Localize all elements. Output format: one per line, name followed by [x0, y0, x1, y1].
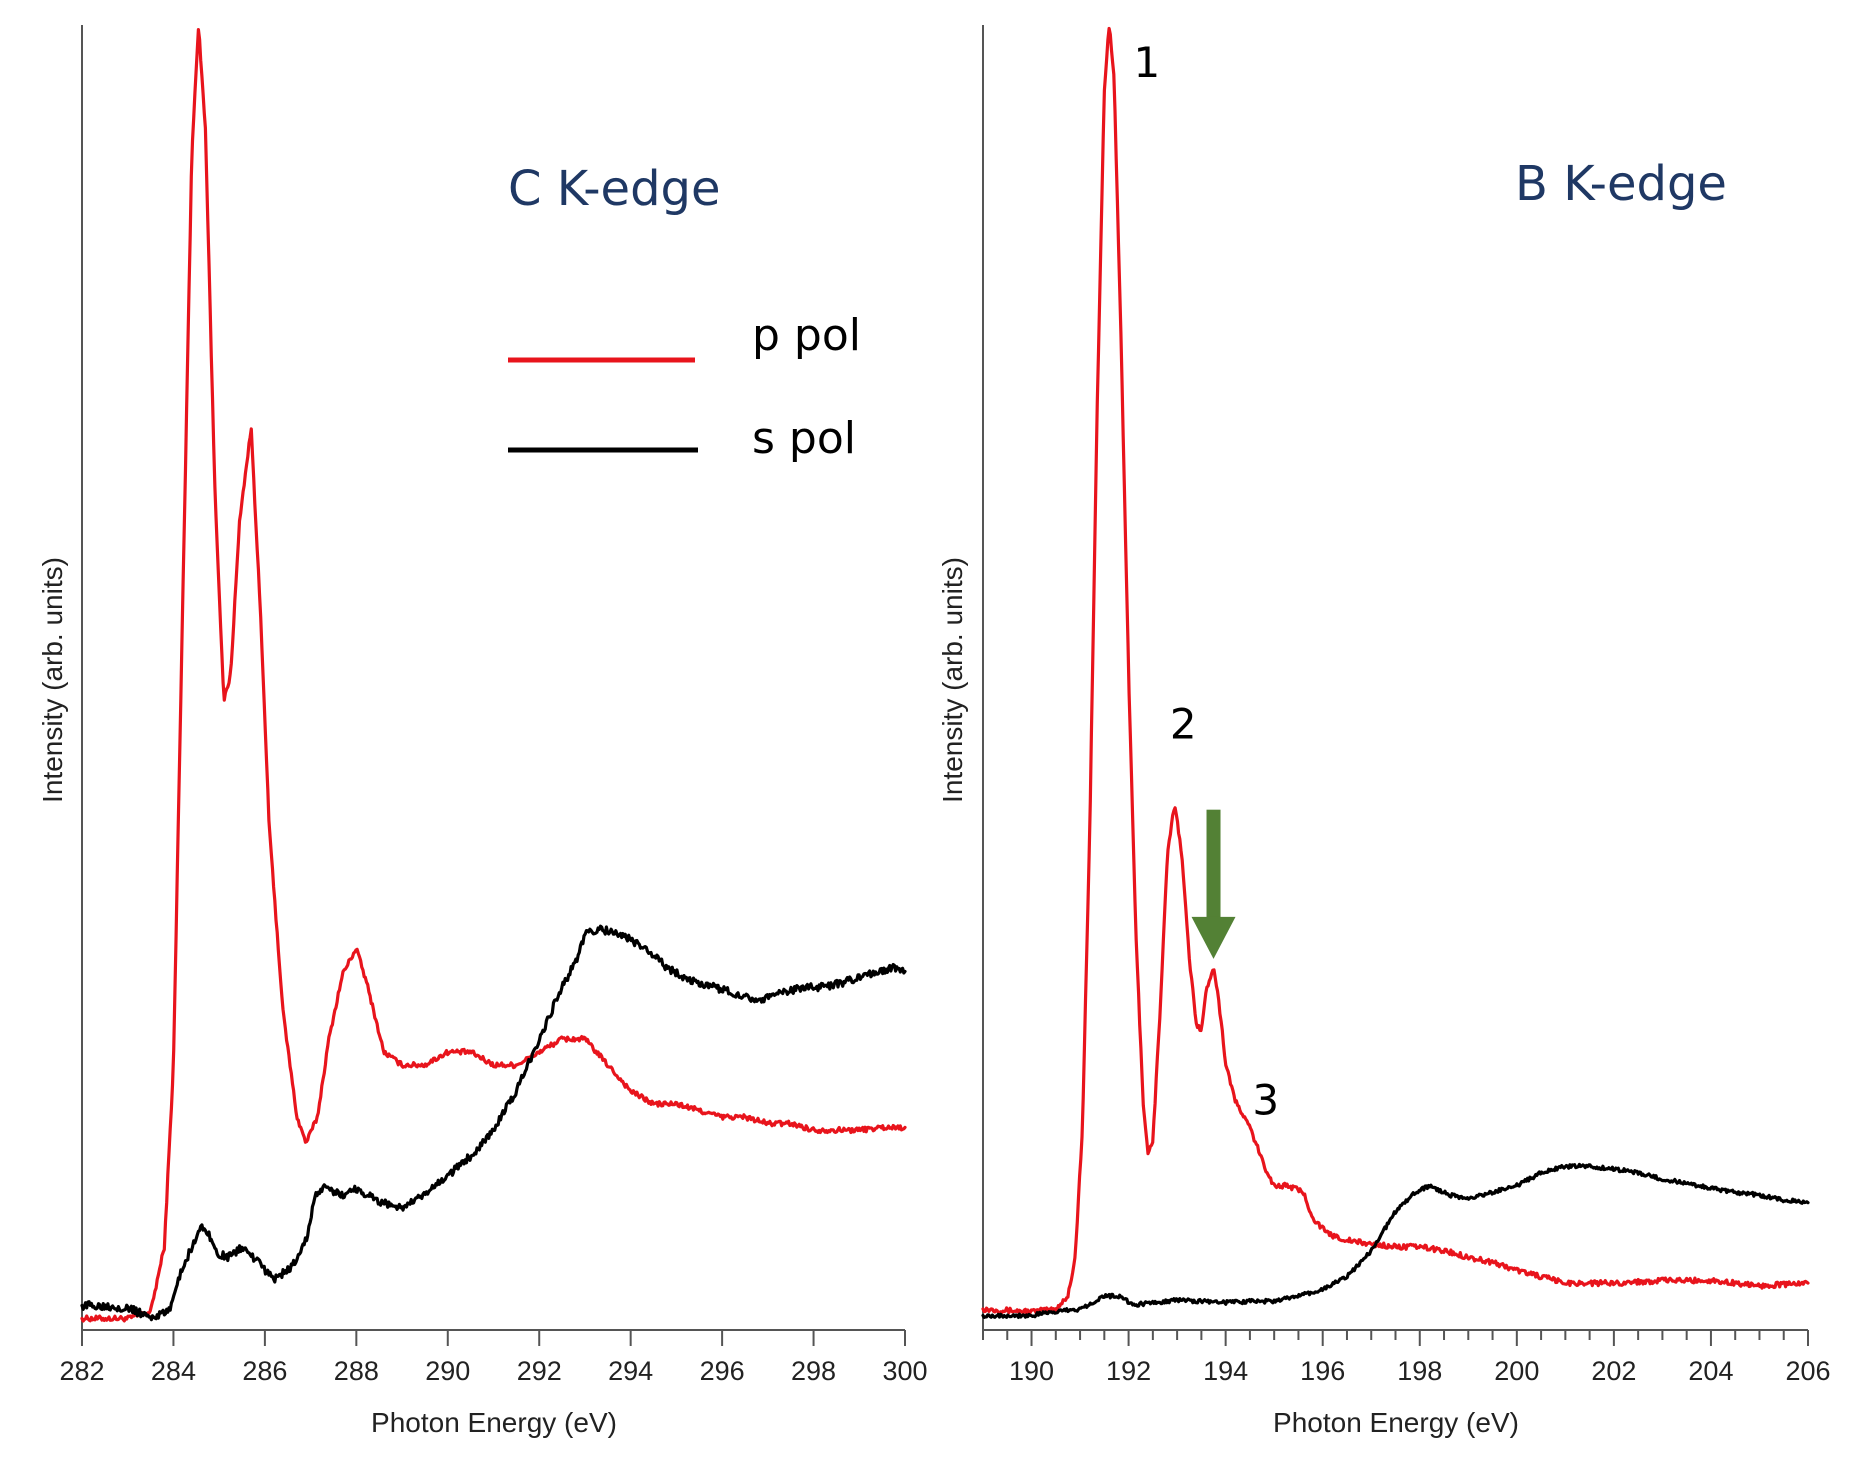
b-x-tick-labels: 190 192 194 196 198 200 202 204 206	[1009, 1356, 1831, 1386]
c-tick-label: 288	[334, 1356, 379, 1386]
c-tick-label: 282	[59, 1356, 104, 1386]
green-arrow-icon	[1191, 809, 1236, 959]
c-tick-label: 294	[608, 1356, 653, 1386]
b-peak-annotations: 1 2 3	[1133, 38, 1279, 1125]
b-tick-label: 196	[1300, 1356, 1345, 1386]
c-tick-label: 284	[151, 1356, 196, 1386]
c-x-axis-label: Photon Energy (eV)	[371, 1407, 617, 1438]
c-curves	[80, 28, 907, 1323]
peak-label-2: 2	[1170, 699, 1197, 748]
c-tick-label: 300	[882, 1356, 927, 1386]
c-tick-label: 298	[791, 1356, 836, 1386]
peak-label-1: 1	[1133, 38, 1160, 87]
b-curves	[981, 26, 1810, 1319]
b-tick-label: 190	[1009, 1356, 1054, 1386]
legend-label-s-pol: s pol	[752, 413, 856, 464]
peak-label-3: 3	[1252, 1075, 1279, 1124]
b-tick-label: 194	[1203, 1356, 1248, 1386]
c-tick-label: 286	[242, 1356, 287, 1386]
c-series-p-pol	[80, 28, 907, 1323]
b-x-axis-label: Photon Energy (eV)	[1273, 1407, 1519, 1438]
c-k-edge-panel: 282 284 286 288 290 292 294 296 298 300 Photon En…	[37, 25, 928, 1438]
b-panel-title: B K-edge	[1515, 156, 1727, 212]
b-tick-label: 198	[1397, 1356, 1442, 1386]
b-tick-label: 200	[1494, 1356, 1539, 1386]
legend: p pol s pol	[508, 310, 861, 464]
b-tick-label: 206	[1785, 1356, 1830, 1386]
c-y-axis-label: Intensity (arb. units)	[37, 557, 68, 803]
arrow-shaft	[1206, 809, 1221, 919]
arrow-head	[1191, 916, 1236, 959]
c-x-ticks	[81, 1330, 906, 1346]
c-panel-title: C K-edge	[508, 161, 721, 217]
b-tick-label: 204	[1688, 1356, 1733, 1386]
c-tick-label: 292	[517, 1356, 562, 1386]
b-y-axis-label: Intensity (arb. units)	[937, 557, 968, 803]
b-series-s-pol	[981, 1162, 1810, 1319]
c-x-tick-labels: 282 284 286 288 290 292 294 296 298 300	[59, 1356, 927, 1386]
c-tick-label: 290	[425, 1356, 470, 1386]
b-k-edge-panel: 190 192 194 196 198 200 202 204 206 Photon Energ…	[937, 25, 1831, 1438]
b-series-p-pol	[981, 26, 1810, 1316]
b-tick-label: 192	[1106, 1356, 1151, 1386]
c-tick-label: 296	[700, 1356, 745, 1386]
b-x-ticks	[982, 1330, 1809, 1346]
b-tick-label: 202	[1591, 1356, 1636, 1386]
c-series-s-pol	[80, 924, 907, 1322]
legend-label-p-pol: p pol	[752, 310, 861, 361]
